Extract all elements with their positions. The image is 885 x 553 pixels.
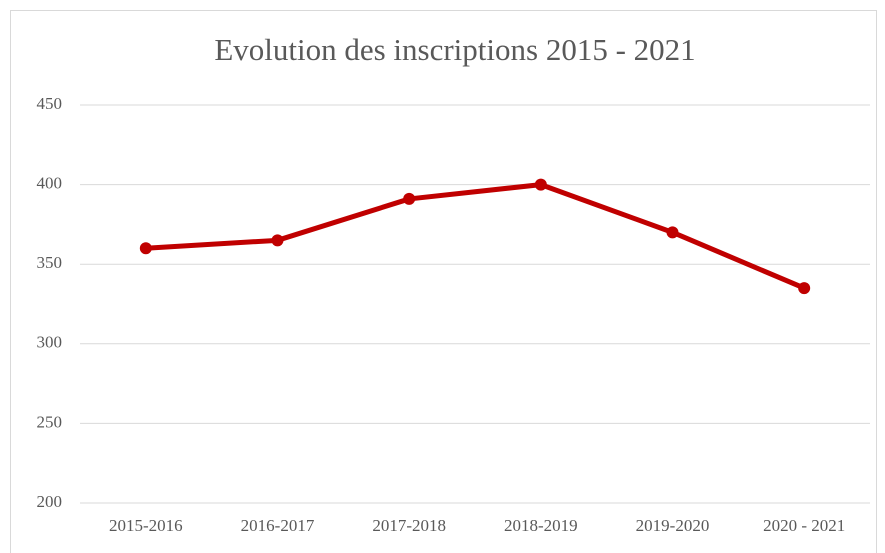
marker <box>139 242 152 255</box>
y-tick-label: 300 <box>37 333 63 352</box>
marker <box>271 234 284 247</box>
line <box>145 182 806 291</box>
y-tick-label: 350 <box>37 253 63 272</box>
y-tick-label: 200 <box>37 492 63 511</box>
y-tick-label: 450 <box>37 94 63 113</box>
y-tick-label: 250 <box>37 412 63 431</box>
chart-title: Evolution des inscriptions 2015 - 2021 <box>214 32 695 67</box>
x-tick-label: 2015-2016 <box>109 516 183 535</box>
x-tick-label: 2019-2020 <box>636 516 710 535</box>
x-tick-label: 2016-2017 <box>241 516 315 535</box>
marker <box>403 192 416 205</box>
x-tick-label: 2020 - 2021 <box>763 516 845 535</box>
marker <box>798 282 811 295</box>
x-tick-label: 2017-2018 <box>372 516 446 535</box>
marker <box>534 178 547 191</box>
x-tick-label: 2018-2019 <box>504 516 578 535</box>
marker <box>666 226 679 239</box>
chart-frame <box>10 10 877 553</box>
y-tick-label: 400 <box>37 174 63 193</box>
